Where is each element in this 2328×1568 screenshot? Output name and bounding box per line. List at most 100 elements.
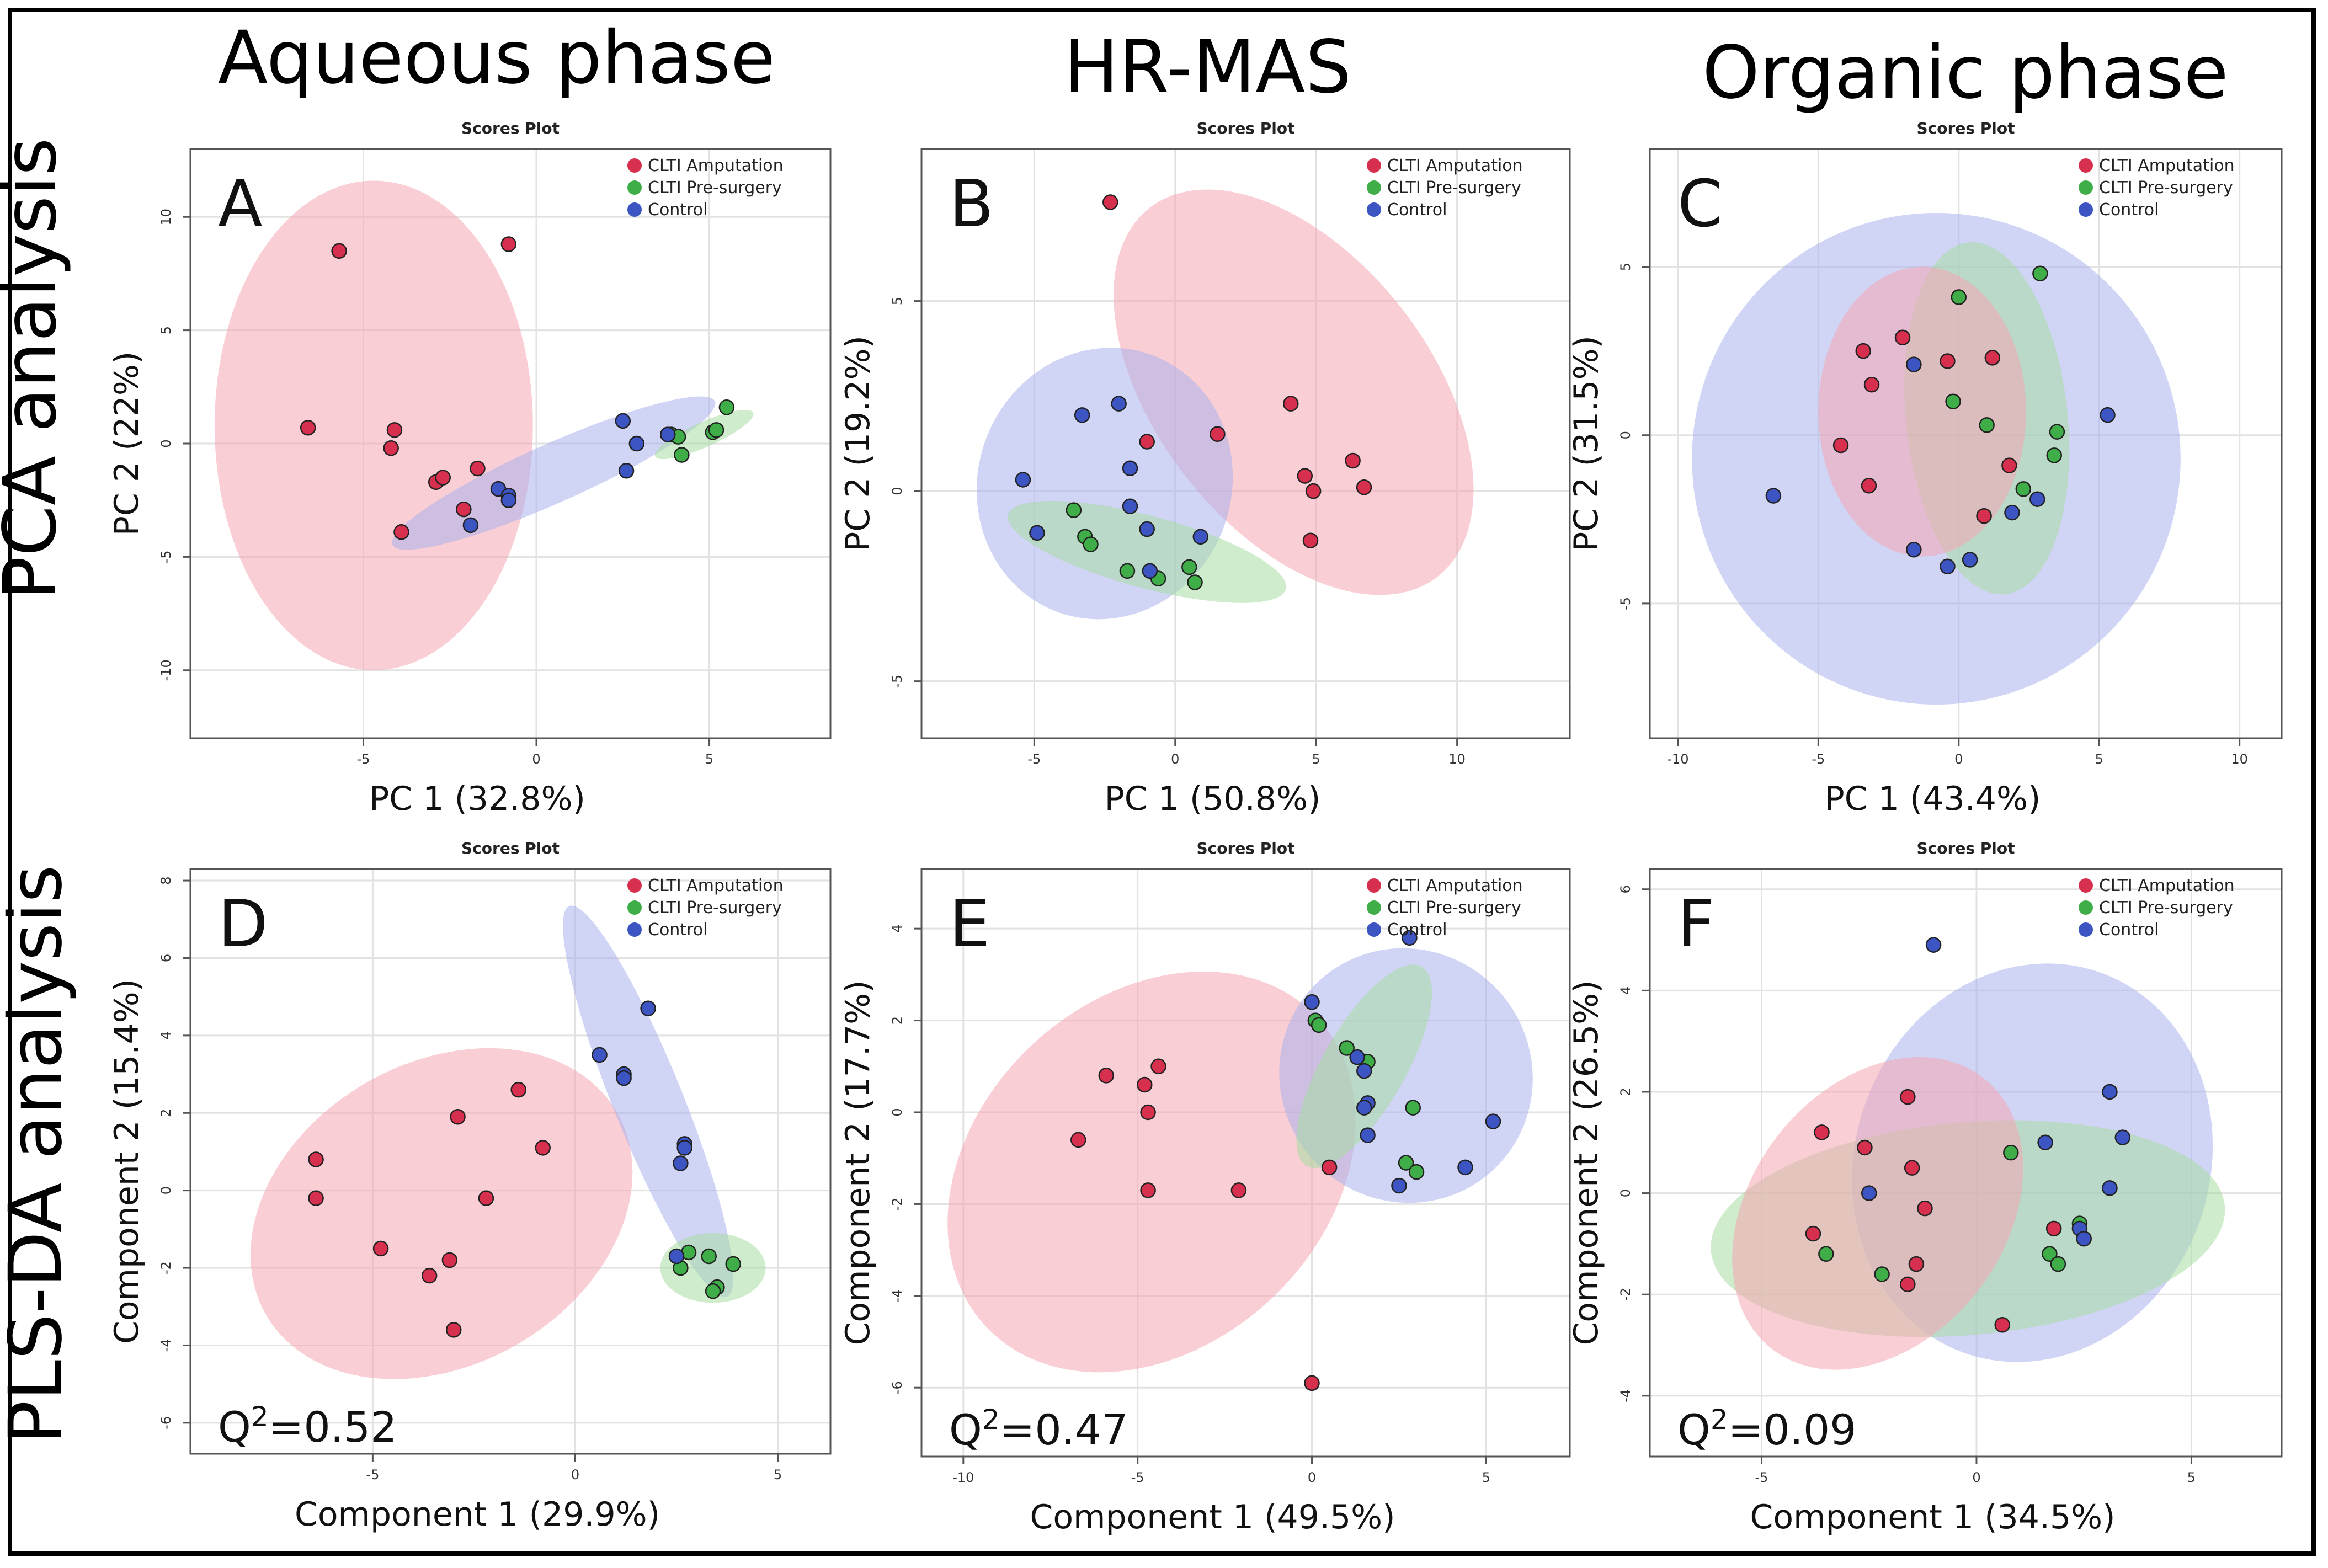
point-control bbox=[1485, 1113, 1501, 1129]
y-tick-label: -4 bbox=[889, 1289, 905, 1303]
legend-label-clti-pre-surgery: CLTI Pre-surgery bbox=[1387, 178, 1521, 198]
point-control bbox=[1457, 1159, 1473, 1176]
ellipse-clti-amputation bbox=[214, 180, 533, 670]
point-clti-amputation bbox=[1984, 350, 2001, 366]
panel-c: Scores Plot -10 -5 0 5 10 -5 0 5 PC 1 (43.4%) PC 2… bbox=[1567, 119, 2283, 818]
series-control bbox=[1765, 356, 2116, 575]
point-control bbox=[1074, 407, 1090, 423]
confidence-ellipses bbox=[976, 189, 1474, 620]
point-control bbox=[1402, 930, 1418, 946]
plot-frame bbox=[920, 868, 1571, 1458]
panel-d: Scores Plot -5 0 5 -6 -4 -2 0 2 4 6 8 Component 1 (2… bbox=[108, 839, 832, 1534]
point-control bbox=[2102, 1084, 2118, 1100]
x-tick-label: 0 bbox=[571, 1467, 579, 1482]
point-control bbox=[660, 426, 676, 442]
legend-marker-control bbox=[1367, 202, 1381, 217]
point-clti-pre-surgery bbox=[2032, 265, 2048, 282]
point-clti-amputation bbox=[510, 1081, 526, 1098]
point-clti-pre-surgery bbox=[1181, 559, 1197, 575]
series-clti-pre-surgery bbox=[1066, 502, 1203, 590]
point-clti-amputation bbox=[1940, 353, 1956, 369]
point-control bbox=[1111, 396, 1127, 412]
x-tick-label: -10 bbox=[952, 1470, 974, 1485]
point-control bbox=[500, 492, 517, 508]
point-clti-amputation bbox=[1900, 1089, 1916, 1105]
point-clti-amputation bbox=[1230, 1182, 1247, 1198]
point-clti-amputation bbox=[1304, 1375, 1320, 1391]
point-clti-pre-surgery bbox=[2042, 1246, 2058, 1262]
point-control bbox=[673, 1155, 689, 1171]
y-tick-label: -6 bbox=[158, 1416, 174, 1430]
point-clti-pre-surgery bbox=[708, 422, 724, 438]
panel-letter: B bbox=[949, 166, 994, 242]
x-axis-label: Component 1 (34.5%) bbox=[1750, 1498, 2115, 1537]
legend-label-control: Control bbox=[1387, 920, 1447, 940]
legend-marker-clti-amputation bbox=[627, 878, 642, 893]
plot-title: Scores Plot bbox=[1197, 839, 1295, 857]
y-axis-label: PC 2 (22%) bbox=[108, 351, 146, 536]
y-tick-label: -5 bbox=[158, 550, 174, 563]
legend-marker-clti-pre-surgery bbox=[627, 900, 642, 915]
y-tick-label: 2 bbox=[158, 1109, 174, 1117]
point-clti-amputation bbox=[1917, 1200, 1933, 1217]
x-tick-label: 0 bbox=[1171, 751, 1179, 767]
y-tick-label: 0 bbox=[1618, 431, 1633, 439]
point-control bbox=[1906, 541, 1922, 558]
point-clti-pre-surgery bbox=[1945, 393, 1961, 409]
y-tick-label: -5 bbox=[1618, 597, 1633, 610]
legend-label-clti-pre-surgery: CLTI Pre-surgery bbox=[2099, 178, 2233, 198]
point-control bbox=[1861, 1185, 1877, 1201]
point-clti-amputation bbox=[1140, 1104, 1156, 1121]
point-control bbox=[2004, 504, 2020, 521]
point-clti-amputation bbox=[1297, 468, 1313, 484]
point-clti-pre-surgery bbox=[1818, 1246, 1834, 1262]
y-tick-label: 5 bbox=[1618, 263, 1633, 271]
point-control bbox=[2100, 407, 2116, 423]
y-tick-label: 10 bbox=[158, 209, 174, 226]
panel-letter: A bbox=[218, 166, 263, 242]
point-clti-amputation bbox=[1908, 1256, 1925, 1272]
legend-marker-control bbox=[627, 922, 642, 937]
point-clti-pre-surgery bbox=[1405, 1100, 1421, 1116]
legend-label-clti-amputation: CLTI Amputation bbox=[2099, 876, 2235, 895]
point-clti-amputation bbox=[456, 501, 472, 518]
point-clti-amputation bbox=[450, 1109, 466, 1125]
point-clti-pre-surgery bbox=[701, 1248, 717, 1265]
point-control bbox=[1192, 529, 1209, 545]
point-clti-amputation bbox=[393, 524, 409, 540]
x-tick-label: 0 bbox=[1972, 1470, 1980, 1485]
panel-letter: D bbox=[218, 886, 268, 962]
y-tick-label: 4 bbox=[889, 925, 905, 933]
point-clti-amputation bbox=[478, 1190, 494, 1206]
point-control bbox=[1765, 488, 1782, 504]
y-axis-label: Component 2 (17.7%) bbox=[839, 980, 877, 1345]
legend-marker-clti-amputation bbox=[1367, 158, 1381, 173]
point-clti-amputation bbox=[1282, 396, 1299, 412]
ellipse-clti-amputation bbox=[947, 971, 1356, 1373]
y-tick-label: -2 bbox=[889, 1197, 905, 1210]
point-control bbox=[1142, 563, 1158, 579]
legend-label-clti-amputation: CLTI Amputation bbox=[648, 156, 784, 175]
point-clti-pre-surgery bbox=[1066, 502, 1082, 518]
x-tick-label: -5 bbox=[366, 1467, 379, 1482]
y-tick-label: 5 bbox=[889, 297, 905, 305]
ellipse-control bbox=[392, 396, 716, 550]
x-tick-label: 10 bbox=[2231, 751, 2248, 767]
point-clti-pre-surgery bbox=[1187, 574, 1203, 590]
point-control bbox=[1349, 1049, 1365, 1065]
point-clti-amputation bbox=[1863, 376, 1880, 393]
y-tick-label: -4 bbox=[1618, 1389, 1633, 1402]
point-clti-amputation bbox=[1345, 452, 1361, 469]
y-tick-label: 0 bbox=[889, 1108, 905, 1116]
panel-b: Scores Plot -5 0 5 10 -5 0 5 PC 1 (50.8%) PC 2 (1… bbox=[839, 119, 1571, 818]
legend-label-clti-amputation: CLTI Amputation bbox=[1387, 876, 1523, 895]
point-clti-amputation bbox=[1976, 508, 1992, 524]
y-tick-label: 0 bbox=[158, 439, 174, 447]
plot-title: Scores Plot bbox=[461, 839, 560, 857]
point-control bbox=[2114, 1129, 2131, 1145]
point-clti-amputation bbox=[1904, 1160, 1920, 1176]
point-control bbox=[2076, 1230, 2092, 1247]
